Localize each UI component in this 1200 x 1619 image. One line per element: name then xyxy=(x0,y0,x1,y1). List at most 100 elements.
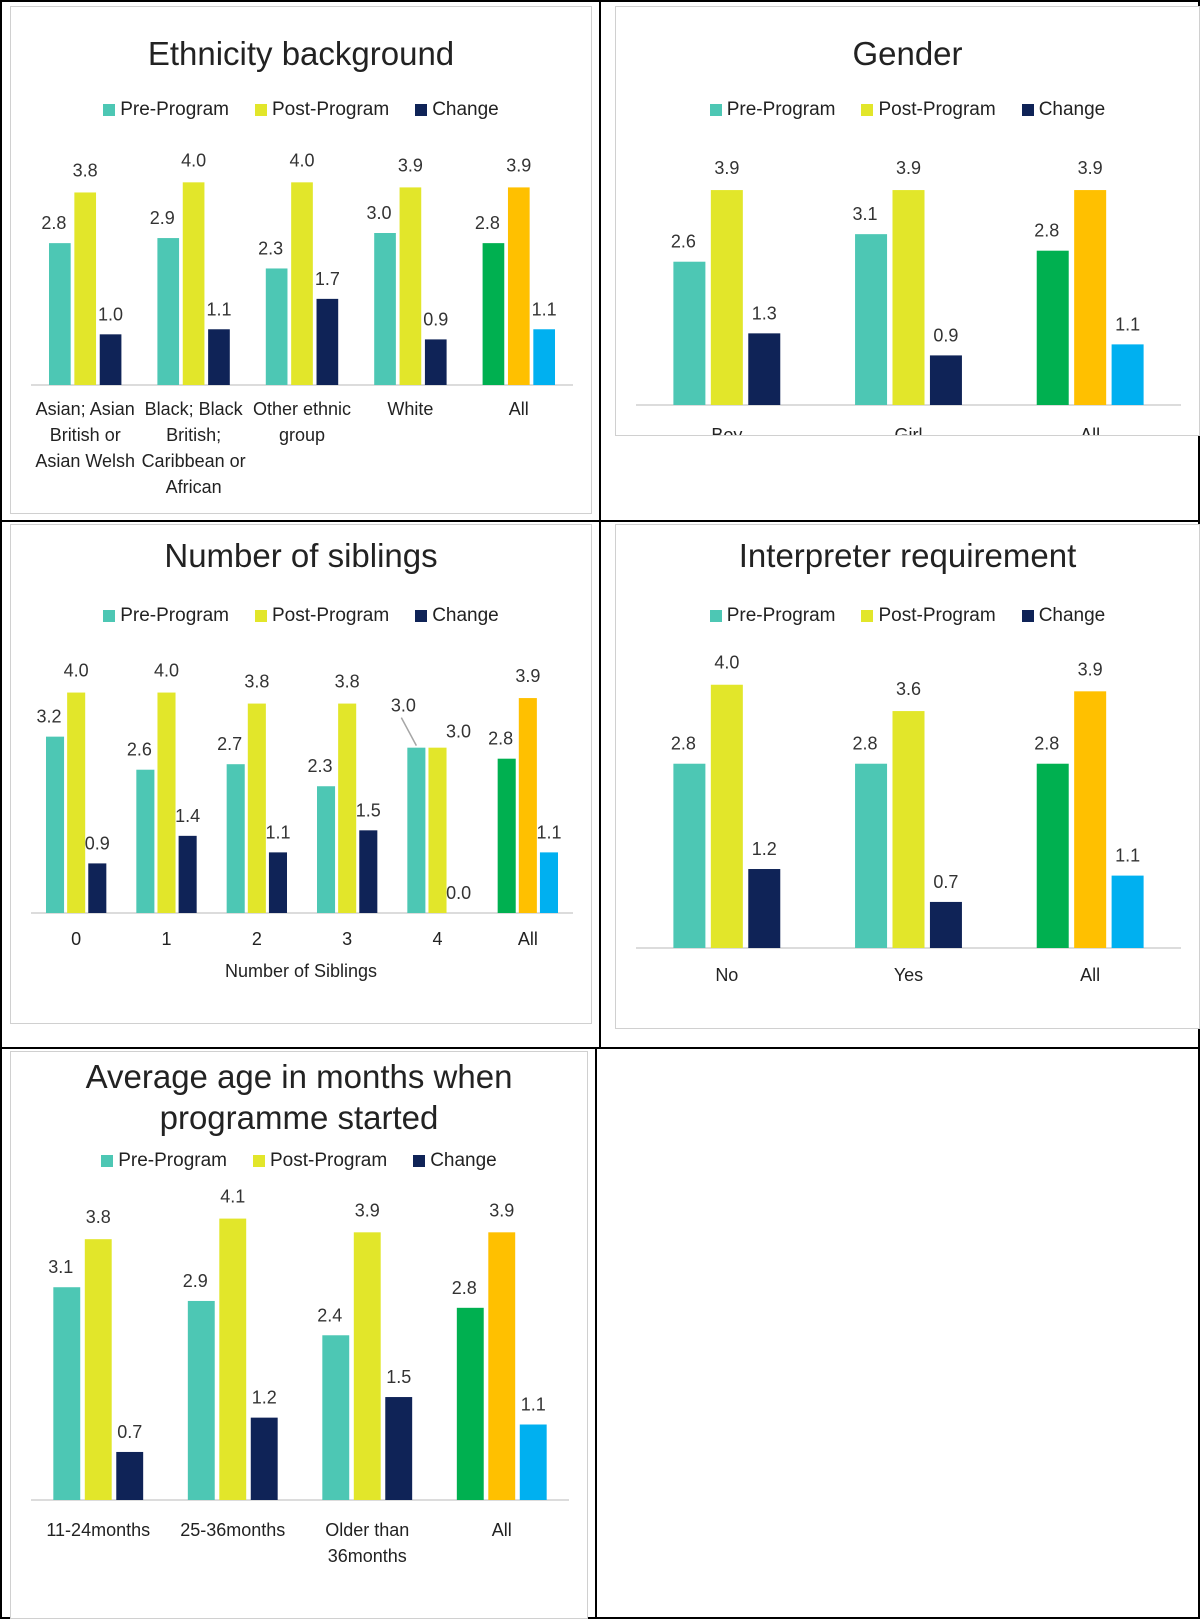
data-label: 2.6 xyxy=(127,740,152,760)
chart-panel-siblings: Number of siblings Pre-Program Post-Progra… xyxy=(10,524,592,1024)
data-label: 2.8 xyxy=(452,1278,477,1298)
bar-post xyxy=(157,692,176,913)
legend-label: Pre-Program xyxy=(120,605,229,626)
bar-pre xyxy=(157,238,180,385)
plot-area: 2.8 3.8 1.0 Asian; Asian British or Asian Wel… xyxy=(31,150,573,497)
bar-post xyxy=(428,747,447,913)
bar-post xyxy=(710,684,743,948)
data-label: 1.5 xyxy=(386,1367,411,1387)
legend-label: Change xyxy=(1038,99,1106,120)
data-label: 0.0 xyxy=(446,883,471,903)
legend-swatch xyxy=(252,1155,265,1167)
bar-pre xyxy=(265,268,288,385)
bar-post xyxy=(518,698,537,913)
legend-item: Pre-Program xyxy=(709,605,835,627)
category-label: Asian; Asian xyxy=(36,399,135,419)
bar-post xyxy=(219,1218,247,1500)
legend-item: Change xyxy=(415,605,499,627)
legend-swatch xyxy=(1021,104,1034,116)
legend-label: Pre-Program xyxy=(118,1150,227,1171)
bar-pre xyxy=(855,763,888,948)
data-label: 4.0 xyxy=(154,661,179,681)
legend-item: Post-Program xyxy=(252,1150,388,1172)
bar-change xyxy=(178,835,197,913)
data-label: 3.9 xyxy=(1078,659,1103,679)
chart-title: Interpreter requirement xyxy=(738,537,1077,574)
data-label: 0.7 xyxy=(933,872,958,892)
bar-pre xyxy=(316,786,336,913)
legend-label: Post-Program xyxy=(271,99,390,120)
data-label: 4.0 xyxy=(181,150,206,170)
data-label: 1.4 xyxy=(175,806,200,826)
bar-change xyxy=(748,333,781,405)
bar-change xyxy=(116,1451,144,1500)
bar-pre xyxy=(226,764,245,913)
plot-area: 3.1 3.8 0.7 11-24months 2.9 4.1 1.2 25-36months… xyxy=(31,1187,569,1566)
data-label: 2.7 xyxy=(217,734,242,754)
data-label: 2.8 xyxy=(1034,221,1059,241)
bar-change xyxy=(1111,344,1144,405)
data-label: 3.8 xyxy=(335,672,360,692)
data-label: 1.3 xyxy=(752,303,777,323)
legend-label: Post-Program xyxy=(878,99,996,120)
bar-pre xyxy=(482,243,505,385)
category-label: White xyxy=(387,399,433,419)
data-label: 1.1 xyxy=(536,822,561,842)
legend-item: Change xyxy=(413,1150,497,1172)
data-label: 2.8 xyxy=(671,734,696,754)
bar-change xyxy=(250,1417,278,1500)
data-label: 3.9 xyxy=(398,155,423,175)
data-label: 3.6 xyxy=(896,679,921,699)
category-label: 0 xyxy=(71,929,81,949)
bar-post xyxy=(892,190,925,405)
legend-label: Pre-Program xyxy=(726,99,836,120)
data-label: 3.8 xyxy=(73,160,98,180)
bar-pre xyxy=(322,1335,350,1500)
data-label: 3.9 xyxy=(1078,158,1103,178)
bar-post xyxy=(507,187,530,385)
data-label: 1.5 xyxy=(356,800,381,820)
data-label: 1.1 xyxy=(1115,846,1140,866)
category-label: Yes xyxy=(894,965,923,985)
bar-change xyxy=(519,1424,547,1500)
bar-pre xyxy=(48,243,71,385)
category-label: Black; Black xyxy=(145,399,244,419)
chart-title: Number of siblings xyxy=(164,537,438,574)
bar-pre xyxy=(1036,763,1069,948)
legend-label: Change xyxy=(432,605,499,626)
bar-pre xyxy=(187,1300,215,1500)
legend-label: Pre-Program xyxy=(120,99,229,120)
bar-pre xyxy=(407,747,426,913)
bar-post xyxy=(182,182,205,385)
bar-post xyxy=(84,1239,112,1500)
chart-panel-age: Average age in months when programme star… xyxy=(10,1051,588,1619)
legend-swatch xyxy=(1021,610,1034,622)
category-label: All xyxy=(1080,425,1100,436)
legend-swatch xyxy=(861,610,874,622)
chart-title: Gender xyxy=(852,35,963,72)
bar-post xyxy=(338,703,357,913)
category-label: 1 xyxy=(161,929,171,949)
category-label: Girl xyxy=(895,425,923,436)
data-label: 1.7 xyxy=(315,269,340,289)
data-label: 2.3 xyxy=(258,238,283,258)
data-label: 2.8 xyxy=(488,729,513,749)
bar-pre xyxy=(53,1287,81,1500)
chart-panel-gender: Gender Pre-Program Post-Program Change 2.6 3.… xyxy=(615,6,1200,436)
bar-pre xyxy=(497,758,516,913)
data-label: 3.0 xyxy=(446,722,471,742)
bar-change xyxy=(268,852,288,913)
legend-swatch xyxy=(103,610,116,622)
legend-label: Post-Program xyxy=(269,1150,388,1171)
legend-swatch xyxy=(861,104,874,116)
legend-label: Post-Program xyxy=(878,605,996,626)
data-label: 0.9 xyxy=(85,833,110,853)
data-label: 2.8 xyxy=(475,213,500,233)
bar-change xyxy=(539,852,559,913)
category-label: No xyxy=(715,965,738,985)
legend-swatch xyxy=(254,104,267,116)
category-label: 36months xyxy=(328,1546,407,1566)
data-label: 3.9 xyxy=(506,155,531,175)
legend-item: Pre-Program xyxy=(103,605,229,627)
bar-change xyxy=(88,863,107,913)
